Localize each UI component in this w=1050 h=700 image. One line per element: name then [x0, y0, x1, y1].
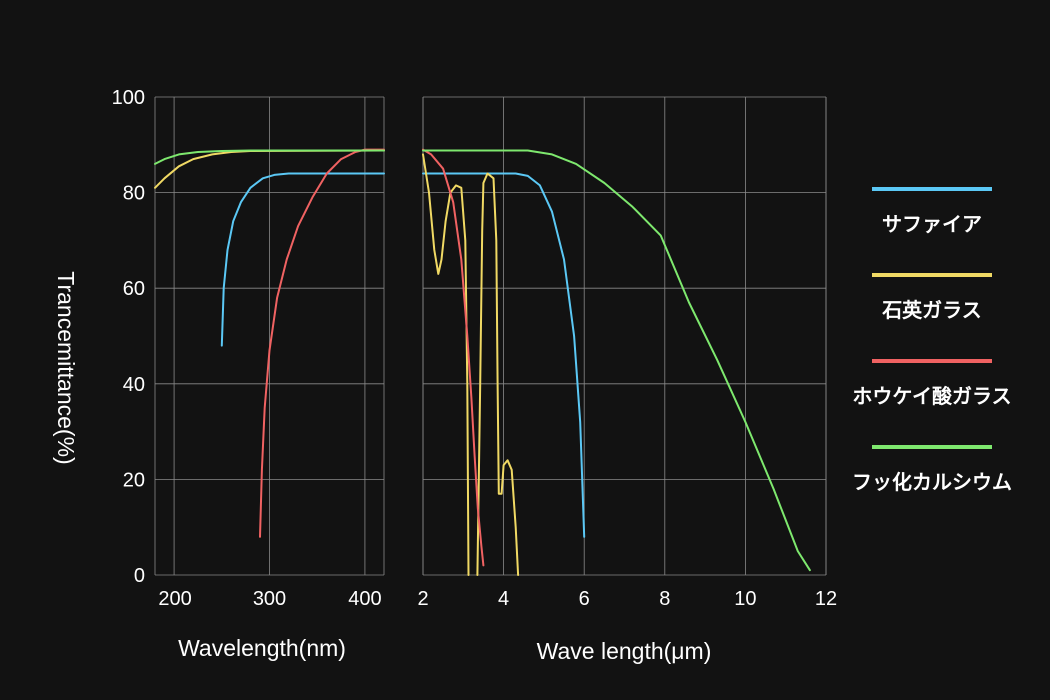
y-axis-label: Trancemittance(%): [53, 271, 79, 464]
y-tick-label: 20: [123, 469, 145, 491]
series-line: [422, 148, 485, 567]
y-tick-label: 40: [123, 374, 145, 396]
y-tick-label: 0: [134, 565, 145, 587]
y-tick-label: 100: [112, 87, 145, 109]
x-tick-label: 200: [158, 588, 191, 610]
y-tick-label: 60: [123, 278, 145, 300]
series-line: [220, 172, 385, 347]
x-axis-label-nm: Wavelength(nm): [178, 635, 346, 661]
x-tick-labels: 200 300 400 2 4 6 8 10 12: [158, 588, 837, 610]
x-axis-label-um: Wave length(μm): [537, 638, 712, 664]
grid: [154, 96, 827, 576]
legend-item: サファイア: [872, 187, 992, 236]
x-tick-label: 4: [498, 588, 509, 610]
y-tick-labels: 0 20 40 60 80 100: [112, 87, 145, 587]
x-tick-label: 400: [348, 588, 381, 610]
legend-item: 石英ガラス: [872, 273, 992, 322]
legend-label: フッ化カルシウム: [852, 470, 1012, 494]
series-lines: [154, 148, 811, 576]
legend-item: ホウケイ酸ガラス: [852, 359, 1012, 408]
legend-label: 石英ガラス: [881, 298, 982, 322]
legend-label: ホウケイ酸ガラス: [852, 384, 1011, 408]
x-tick-label: 10: [734, 588, 756, 610]
legend-item: フッ化カルシウム: [852, 445, 1012, 494]
series-line: [154, 149, 385, 165]
series-line: [259, 148, 385, 538]
x-tick-label: 2: [417, 588, 428, 610]
x-tick-label: 12: [815, 588, 837, 610]
x-tick-label: 8: [659, 588, 670, 610]
series-line: [422, 153, 470, 576]
x-tick-label: 300: [253, 588, 286, 610]
series-line: [476, 172, 520, 576]
x-tick-label: 6: [579, 588, 590, 610]
series-line: [422, 172, 586, 538]
y-tick-label: 80: [123, 183, 145, 205]
series-line: [422, 149, 811, 572]
legend-label: サファイア: [882, 212, 982, 236]
